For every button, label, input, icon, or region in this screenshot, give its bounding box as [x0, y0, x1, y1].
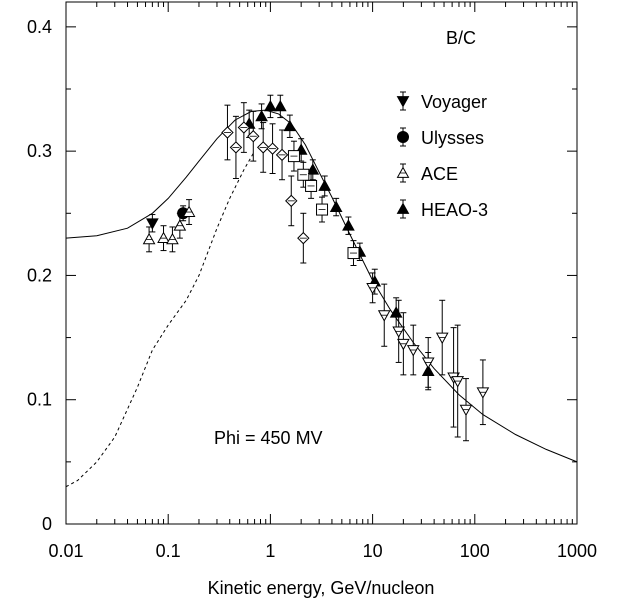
ace-point	[166, 232, 179, 245]
legend-symbol	[397, 131, 409, 143]
legend-marker-ulysses	[397, 127, 409, 147]
y-tick-label: 0.1	[27, 390, 52, 410]
legend-label-voyager: Voyager	[421, 92, 487, 112]
heao-3-point	[273, 99, 287, 112]
legend-marker-heao3	[396, 199, 410, 219]
series-6-point	[459, 404, 473, 417]
series-6-point	[435, 332, 449, 345]
heao-3-point	[255, 109, 268, 122]
axis-tick-labels: 0.01 0.1 1 10 100 1000 0 0.1 0.2 0.3 0.4	[27, 17, 597, 561]
ace-point	[142, 232, 156, 245]
series-6-point	[476, 387, 490, 399]
x-tick-label: 1000	[557, 541, 597, 561]
legend-symbol	[396, 202, 410, 214]
x-tick-label: 10	[363, 541, 383, 561]
model-curve-dashed	[65, 150, 256, 488]
legend-label-ulysses: Ulysses	[421, 128, 484, 148]
data-points	[142, 94, 490, 442]
model-curve-solid	[65, 109, 578, 463]
ace-point	[173, 219, 187, 231]
heao-3-point	[318, 179, 332, 191]
legend-marker-ace	[396, 163, 410, 183]
x-tick-label: 1	[265, 541, 275, 561]
ratio-label: B/C	[446, 28, 476, 48]
series-6-point	[397, 338, 410, 351]
heao-3-point	[329, 200, 343, 212]
legend-label-heao3: HEAO-3	[421, 200, 488, 220]
legend-marker-voyager	[396, 91, 410, 111]
y-tick-label: 0.2	[27, 265, 52, 285]
series-6-point	[392, 326, 406, 338]
series-6-point	[451, 376, 465, 388]
heao-3-point	[264, 99, 277, 112]
legend-symbol	[396, 96, 410, 108]
phi-label: Phi = 450 MV	[214, 428, 323, 448]
heao-3-point	[283, 119, 297, 132]
ace-point	[182, 205, 196, 217]
legend-symbol	[396, 166, 410, 178]
model-curves	[65, 109, 578, 488]
x-tick-label: 0.01	[48, 541, 83, 561]
series-6-point	[366, 282, 379, 295]
y-tick-label: 0	[42, 514, 52, 534]
heao-3-point	[306, 163, 320, 175]
heao-3-point	[342, 219, 355, 231]
legend: Voyager Ulysses ACE HEAO-3	[396, 91, 488, 220]
x-tick-label: 100	[460, 541, 490, 561]
plot-frame	[65, 1, 578, 525]
ace-point	[157, 231, 170, 244]
y-tick-label: 0.4	[27, 17, 52, 37]
legend-label-ace: ACE	[421, 164, 458, 184]
series-6-point	[406, 345, 420, 357]
x-tick-label: 0.1	[156, 541, 181, 561]
series-6-point	[377, 310, 391, 322]
voyager-point	[146, 218, 159, 230]
y-tick-label: 0.3	[27, 141, 52, 161]
x-axis-title: Kinetic energy, GeV/nucleon	[208, 578, 435, 598]
axis-ticks	[65, 2, 578, 525]
series-6-point	[421, 357, 435, 369]
